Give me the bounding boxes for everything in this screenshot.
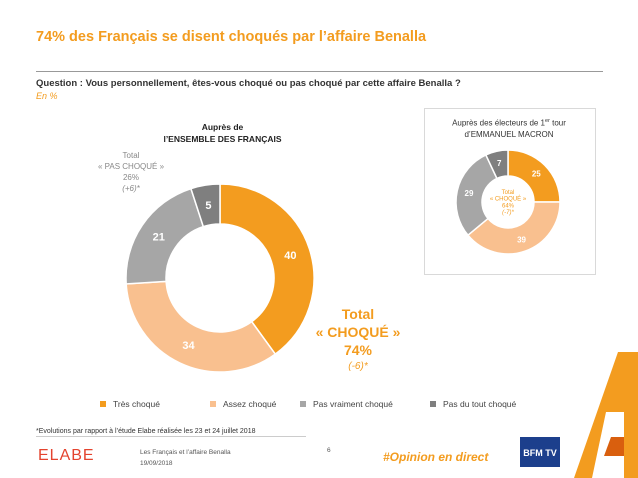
pas-choque-line-2: « PAS CHOQUÉ » bbox=[97, 162, 165, 171]
choque-line-4: (-6)* bbox=[348, 361, 368, 372]
macron-slice-4 bbox=[484, 149, 509, 180]
hashtag: #Opinion en direct bbox=[383, 450, 489, 464]
choque-line-3: 74% bbox=[343, 342, 373, 358]
macron-slice-label-3: 29 bbox=[465, 189, 474, 198]
pas-choque-line-3: 26% bbox=[122, 173, 139, 182]
macron-title-a: Auprès des électeurs de 1 bbox=[452, 118, 546, 128]
main-slice-4 bbox=[190, 183, 221, 228]
macron-slice-label-4: 7 bbox=[497, 159, 502, 168]
legend-item-assez-choque: Assez choqué bbox=[210, 399, 276, 409]
elabe-logo: ELABE bbox=[38, 447, 95, 463]
main-slice-label-2: 34 bbox=[182, 340, 195, 352]
pas-choque-line-1: Total bbox=[122, 151, 140, 160]
macron-donut-chart: 25 39 29 7 Total« CHOQUÉ »64%(-7)* bbox=[455, 149, 561, 255]
legend-swatch bbox=[300, 401, 306, 407]
main-donut-chart: 40 34 21 5 bbox=[125, 183, 315, 373]
title-divider bbox=[36, 71, 603, 72]
footnote-divider bbox=[36, 436, 306, 437]
macron-slice-2 bbox=[466, 201, 561, 255]
opinion-a-logo bbox=[574, 352, 638, 478]
legend-item-tres-choque: Très choqué bbox=[100, 399, 160, 409]
footer-doc-info: Les Français et l’affaire Benalla 19/09/… bbox=[140, 447, 231, 469]
legend-swatch bbox=[210, 401, 216, 407]
main-chart-title: Auprès de l’ENSEMBLE DES FRANÇAIS bbox=[140, 121, 305, 145]
total-choque-annotation: Total « CHOQUÉ » 74% (-6)* bbox=[300, 305, 416, 375]
macron-center-line-4: (-7)* bbox=[502, 210, 514, 216]
macron-slice-label-2: 39 bbox=[517, 235, 526, 244]
main-slice-label-1: 40 bbox=[284, 250, 296, 262]
legend-item-pas-vraiment-choque: Pas vraiment choqué bbox=[300, 399, 393, 409]
footer-doc-title: Les Français et l’affaire Benalla bbox=[140, 449, 231, 456]
page-title: 74% des Français se disent choqués par l… bbox=[36, 29, 427, 45]
legend-label: Assez choqué bbox=[223, 399, 277, 409]
macron-title-b: tour bbox=[549, 118, 566, 128]
legend-label: Pas du tout choqué bbox=[443, 399, 517, 409]
macron-center-line-2: « CHOQUÉ » bbox=[490, 196, 527, 203]
macron-chart-title: Auprès des électeurs de 1er tour d’EMMAN… bbox=[424, 116, 594, 140]
main-chart-title-line-2: l’ENSEMBLE DES FRANÇAIS bbox=[163, 134, 282, 144]
macron-title-sup: er bbox=[545, 118, 550, 124]
choque-line-1: Total bbox=[341, 306, 375, 322]
legend-item-pas-du-tout-choque: Pas du tout choqué bbox=[430, 399, 516, 409]
main-slice-1 bbox=[219, 183, 315, 356]
question-text: Question : Vous personnellement, êtes-vo… bbox=[36, 78, 461, 89]
page-number: 6 bbox=[327, 447, 331, 454]
bfmtv-logo: BFM TV bbox=[520, 437, 560, 467]
main-slice-label-4: 5 bbox=[205, 200, 211, 212]
legend-swatch bbox=[430, 401, 436, 407]
macron-title-line-2: d’EMMANUEL MACRON bbox=[464, 129, 554, 139]
footnote: *Evolutions par rapport à l’étude Elabe … bbox=[36, 428, 256, 435]
chart-legend: Très choqué Assez choqué Pas vraiment ch… bbox=[100, 399, 600, 413]
bfmtv-logo-text: BFM TV bbox=[523, 448, 557, 458]
macron-slice-label-1: 25 bbox=[532, 170, 541, 179]
total-pas-choque-annotation: Total « PAS CHOQUÉ » 26% (+6)* bbox=[86, 150, 176, 194]
legend-label: Pas vraiment choqué bbox=[313, 399, 393, 409]
macron-center-line-1: Total bbox=[502, 190, 515, 196]
macron-center-line-3: 64% bbox=[502, 203, 515, 209]
legend-swatch bbox=[100, 401, 106, 407]
main-chart-title-line-1: Auprès de bbox=[201, 122, 244, 132]
legend-label: Très choqué bbox=[113, 399, 160, 409]
main-slice-2 bbox=[125, 280, 277, 373]
elabe-logo-text: ELABE bbox=[38, 447, 95, 463]
choque-line-2: « CHOQUÉ » bbox=[315, 324, 401, 340]
unit-label: En % bbox=[36, 91, 58, 101]
pas-choque-line-4: (+6)* bbox=[122, 184, 140, 193]
footer-date: 19/09/2018 bbox=[140, 460, 173, 467]
main-slice-label-3: 21 bbox=[153, 231, 165, 243]
